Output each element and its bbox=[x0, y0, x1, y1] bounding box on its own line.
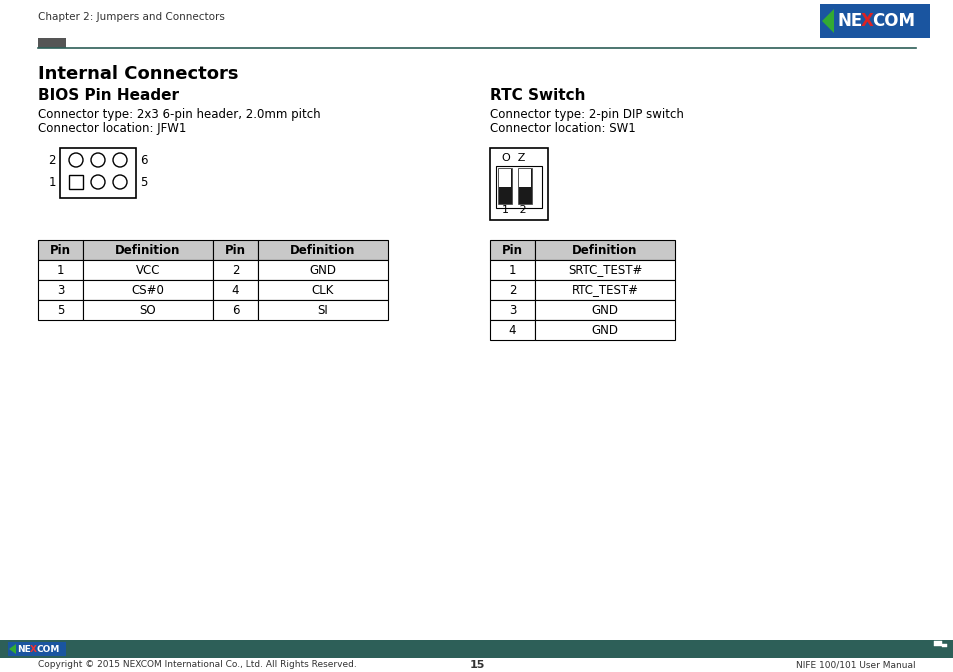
Text: Definition: Definition bbox=[115, 243, 180, 257]
Text: SI: SI bbox=[317, 304, 328, 317]
Bar bbox=[8, 642, 66, 656]
Bar bbox=[213, 240, 257, 260]
Bar bbox=[535, 240, 675, 260]
Text: BIOS Pin Header: BIOS Pin Header bbox=[38, 88, 179, 103]
Bar bbox=[257, 240, 388, 260]
Bar bbox=[535, 260, 675, 280]
Bar bbox=[257, 280, 388, 300]
Text: SRTC_TEST#: SRTC_TEST# bbox=[567, 263, 641, 276]
Bar bbox=[213, 260, 257, 280]
Text: Pin: Pin bbox=[50, 243, 71, 257]
Bar bbox=[0, 640, 953, 658]
Text: NIFE 100/101 User Manual: NIFE 100/101 User Manual bbox=[796, 660, 915, 669]
Bar bbox=[213, 300, 257, 320]
Text: 2: 2 bbox=[49, 153, 56, 167]
Text: Connector location: SW1: Connector location: SW1 bbox=[490, 122, 635, 135]
Text: 5: 5 bbox=[140, 175, 147, 189]
Text: NE: NE bbox=[17, 644, 30, 653]
Text: GND: GND bbox=[591, 304, 618, 317]
Text: Connector type: 2x3 6-pin header, 2.0mm pitch: Connector type: 2x3 6-pin header, 2.0mm … bbox=[38, 108, 320, 121]
Text: COM: COM bbox=[871, 12, 914, 30]
Text: Definition: Definition bbox=[290, 243, 355, 257]
Bar bbox=[38, 240, 83, 260]
Text: X: X bbox=[861, 12, 873, 30]
Text: SO: SO bbox=[139, 304, 156, 317]
Text: COM: COM bbox=[37, 644, 60, 653]
Bar bbox=[933, 641, 941, 646]
Text: 15: 15 bbox=[469, 660, 484, 670]
Circle shape bbox=[112, 153, 127, 167]
Text: 1: 1 bbox=[56, 263, 64, 276]
Bar bbox=[518, 169, 531, 187]
Text: Pin: Pin bbox=[225, 243, 246, 257]
Text: X: X bbox=[30, 644, 37, 653]
Bar bbox=[941, 644, 946, 647]
Bar bbox=[498, 169, 511, 187]
Bar bbox=[490, 148, 547, 220]
Text: 6: 6 bbox=[140, 153, 148, 167]
Text: Connector type: 2-pin DIP switch: Connector type: 2-pin DIP switch bbox=[490, 108, 683, 121]
Text: GND: GND bbox=[309, 263, 336, 276]
Polygon shape bbox=[821, 9, 833, 33]
Bar bbox=[490, 260, 535, 280]
Bar bbox=[490, 320, 535, 340]
Text: CLK: CLK bbox=[312, 284, 334, 296]
Text: Internal Connectors: Internal Connectors bbox=[38, 65, 238, 83]
Bar bbox=[60, 148, 136, 198]
Bar bbox=[213, 280, 257, 300]
Bar bbox=[38, 38, 66, 48]
Bar bbox=[257, 260, 388, 280]
Text: RTC_TEST#: RTC_TEST# bbox=[571, 284, 638, 296]
Text: Connector location: JFW1: Connector location: JFW1 bbox=[38, 122, 186, 135]
Text: Chapter 2: Jumpers and Connectors: Chapter 2: Jumpers and Connectors bbox=[38, 12, 225, 22]
Polygon shape bbox=[9, 644, 16, 654]
Text: CS#0: CS#0 bbox=[132, 284, 164, 296]
Text: Definition: Definition bbox=[572, 243, 637, 257]
Text: Pin: Pin bbox=[501, 243, 522, 257]
Text: NE: NE bbox=[837, 12, 862, 30]
Text: 3: 3 bbox=[508, 304, 516, 317]
Bar bbox=[83, 300, 213, 320]
Bar bbox=[83, 280, 213, 300]
Circle shape bbox=[91, 153, 105, 167]
Text: 1: 1 bbox=[49, 175, 56, 189]
Text: GND: GND bbox=[591, 323, 618, 337]
Bar bbox=[535, 300, 675, 320]
Text: 1: 1 bbox=[508, 263, 516, 276]
Bar bbox=[535, 280, 675, 300]
Bar bbox=[517, 168, 532, 204]
Text: O  Z: O Z bbox=[501, 153, 525, 163]
Bar bbox=[38, 280, 83, 300]
Bar bbox=[490, 300, 535, 320]
Bar bbox=[38, 260, 83, 280]
Text: 1   2: 1 2 bbox=[501, 205, 526, 215]
Bar bbox=[83, 260, 213, 280]
Bar bbox=[257, 300, 388, 320]
Bar bbox=[496, 166, 541, 208]
Bar bbox=[38, 300, 83, 320]
Text: 2: 2 bbox=[232, 263, 239, 276]
Text: VCC: VCC bbox=[135, 263, 160, 276]
Text: 4: 4 bbox=[508, 323, 516, 337]
Text: 5: 5 bbox=[57, 304, 64, 317]
Text: 3: 3 bbox=[57, 284, 64, 296]
Circle shape bbox=[69, 153, 83, 167]
Circle shape bbox=[112, 175, 127, 189]
Circle shape bbox=[91, 175, 105, 189]
Text: 6: 6 bbox=[232, 304, 239, 317]
Bar bbox=[69, 175, 83, 189]
Bar bbox=[497, 168, 512, 204]
Text: Copyright © 2015 NEXCOM International Co., Ltd. All Rights Reserved.: Copyright © 2015 NEXCOM International Co… bbox=[38, 660, 356, 669]
Bar bbox=[535, 320, 675, 340]
Bar bbox=[820, 4, 929, 38]
Text: RTC Switch: RTC Switch bbox=[490, 88, 585, 103]
Text: 4: 4 bbox=[232, 284, 239, 296]
Bar bbox=[490, 240, 535, 260]
Bar bbox=[83, 240, 213, 260]
Bar bbox=[490, 280, 535, 300]
Text: 2: 2 bbox=[508, 284, 516, 296]
